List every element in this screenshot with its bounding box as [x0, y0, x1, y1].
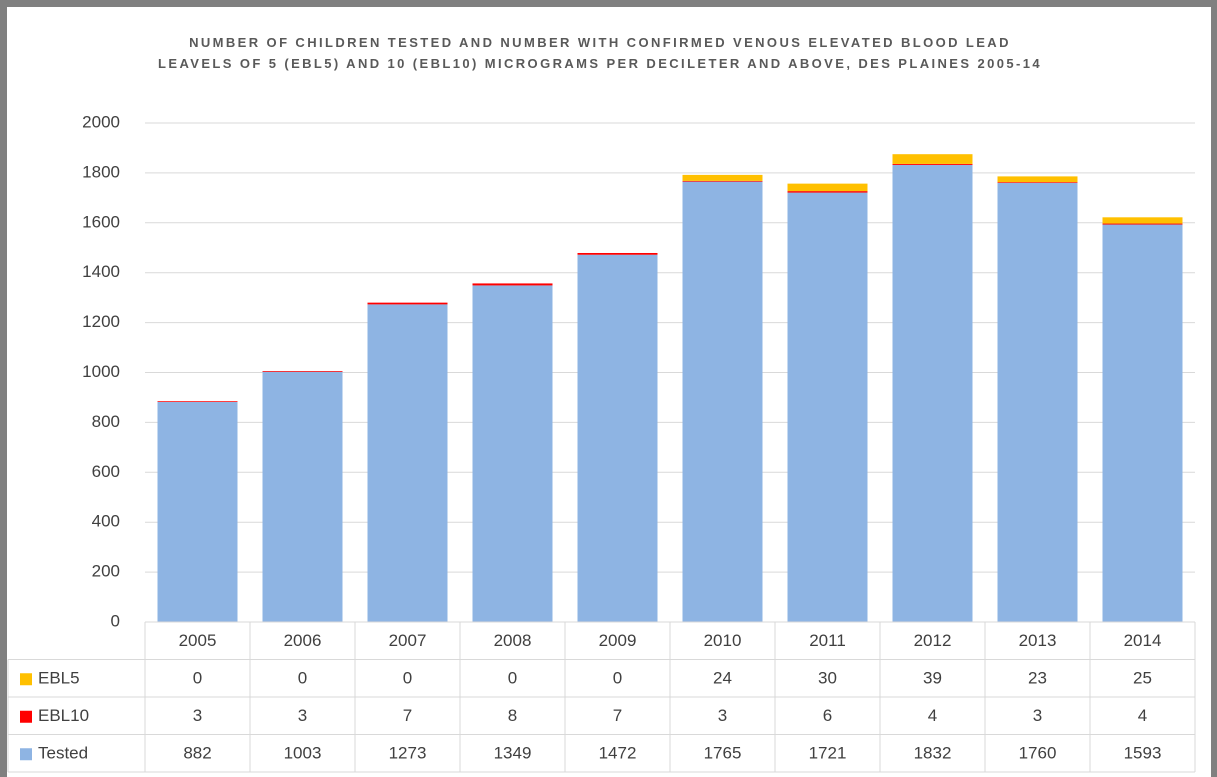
y-tick-label: 1200 [82, 312, 120, 331]
table-value: 3 [298, 706, 307, 725]
y-tick-label: 600 [92, 462, 120, 481]
legend-swatch [20, 673, 32, 686]
table-value: 6 [823, 706, 832, 725]
bar-segment [997, 182, 1078, 622]
bar-segment [1102, 223, 1183, 225]
table-value: 1593 [1124, 744, 1162, 763]
table-value: 1003 [284, 744, 322, 763]
bar-segment [367, 304, 448, 622]
x-tick-label: 2005 [179, 631, 217, 650]
bar-segment [682, 180, 763, 182]
x-tick-label: 2013 [1019, 631, 1057, 650]
y-tick-label: 1600 [82, 212, 120, 231]
x-tick-label: 2006 [284, 631, 322, 650]
y-tick-label: 400 [92, 512, 120, 531]
bar-segment [577, 254, 658, 622]
bar-segment [1102, 224, 1183, 622]
x-tick-label: 2012 [914, 631, 952, 650]
table-value: 3 [718, 706, 727, 725]
table-value: 1472 [599, 744, 637, 763]
table-value: 0 [193, 669, 202, 688]
bar-segment [892, 163, 973, 165]
table-value: 1765 [704, 744, 742, 763]
table-value: 7 [403, 706, 412, 725]
table-value: 0 [613, 669, 622, 688]
y-tick-label: 1400 [82, 262, 120, 281]
bar-segment [892, 154, 973, 164]
x-tick-label: 2008 [494, 631, 532, 650]
table-value: 24 [713, 669, 732, 688]
legend-label: EBL5 [38, 669, 80, 688]
table-value: 1760 [1019, 744, 1057, 763]
bar-segment [997, 176, 1078, 183]
x-tick-label: 2011 [809, 631, 846, 650]
table-value: 1273 [389, 744, 427, 763]
table-value: 1832 [914, 744, 952, 763]
table-value: 39 [923, 669, 942, 688]
y-tick-label: 2000 [82, 112, 120, 131]
table-value: 0 [508, 669, 517, 688]
bar-segment [472, 283, 553, 286]
bar-segment [787, 183, 868, 192]
bar-segment [157, 401, 238, 402]
bar-segment [367, 302, 448, 305]
table-value: 23 [1028, 669, 1047, 688]
bar-segment [787, 192, 868, 622]
bar-segment [682, 174, 763, 181]
table-value: 1721 [809, 744, 847, 763]
bar-segment [682, 181, 763, 622]
table-value: 0 [403, 669, 412, 688]
table-value: 7 [613, 706, 622, 725]
y-tick-label: 1800 [82, 162, 120, 181]
x-tick-label: 2007 [389, 631, 427, 650]
table-value: 4 [1138, 706, 1147, 725]
legend-swatch [20, 748, 32, 761]
bar-segment [787, 191, 868, 193]
y-tick-label: 1000 [82, 362, 120, 381]
bar-segment [262, 371, 343, 622]
x-tick-label: 2009 [599, 631, 637, 650]
table-value: 882 [183, 744, 211, 763]
x-tick-label: 2014 [1124, 631, 1162, 650]
table-value: 4 [928, 706, 937, 725]
table-value: 1349 [494, 744, 532, 763]
table-value: 8 [508, 706, 517, 725]
y-tick-label: 800 [92, 412, 120, 431]
table-value: 3 [193, 706, 202, 725]
legend-swatch [20, 710, 32, 723]
bar-segment [1102, 217, 1183, 224]
bar-segment [157, 401, 238, 622]
bar-segment [577, 252, 658, 255]
bar-segment [262, 371, 343, 372]
table-value: 30 [818, 669, 837, 688]
table-value: 3 [1033, 706, 1042, 725]
bar-segment [472, 285, 553, 622]
bar-segment [997, 182, 1078, 183]
table-value: 25 [1133, 669, 1152, 688]
legend-label: EBL10 [38, 706, 89, 725]
y-tick-label: 200 [92, 562, 120, 581]
bar-segment [892, 164, 973, 622]
legend-label: Tested [38, 744, 88, 763]
x-tick-label: 2010 [704, 631, 742, 650]
table-value: 0 [298, 669, 307, 688]
y-tick-label: 0 [111, 611, 120, 630]
chart-title: NUMBER OF CHILDREN TESTED AND NUMBER WIT… [158, 35, 1042, 71]
